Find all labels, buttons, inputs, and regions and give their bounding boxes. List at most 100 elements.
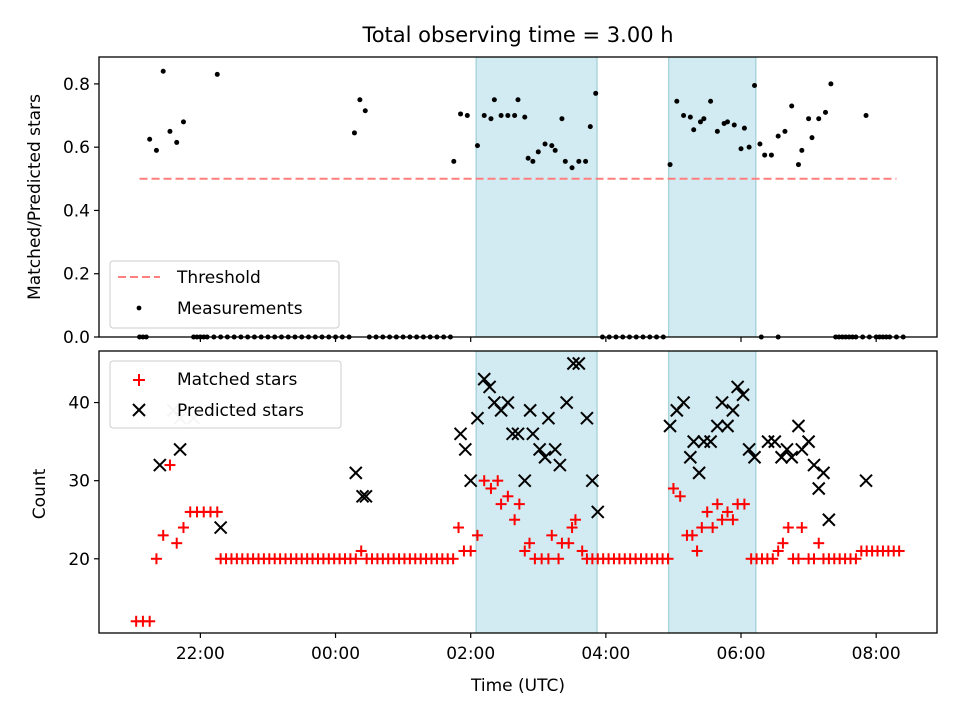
matched-star-point [716, 514, 728, 526]
measurement-point [674, 98, 680, 104]
measurement-point [816, 116, 822, 122]
shaded-span [668, 56, 757, 338]
shaded-span [668, 350, 757, 634]
measurement-point [789, 103, 795, 109]
predicted-star-point [458, 442, 472, 457]
matched-star-point [808, 553, 820, 565]
measurement-point [731, 122, 737, 128]
predicted-star-point [726, 403, 740, 418]
predicted-star-point [477, 372, 491, 386]
measurement-point [667, 162, 673, 168]
predicted-star-point [736, 388, 750, 402]
predicted-star-point [710, 419, 725, 433]
measurement-point [167, 128, 173, 134]
predicted-star-point [761, 434, 775, 449]
matched-star-point [777, 537, 789, 549]
matched-star-point [701, 506, 713, 518]
matched-star-point [566, 522, 578, 534]
measurement-point [569, 165, 575, 171]
measurement-point [530, 158, 536, 164]
measurement-point [512, 113, 518, 119]
measurement-point [505, 113, 511, 119]
matched-star-point [711, 498, 723, 510]
y-tick-label: 30 [68, 472, 90, 492]
matched-star-point [727, 514, 739, 526]
matched-star-point [150, 553, 162, 565]
measurement-point [799, 147, 805, 153]
predicted-star-point [482, 380, 497, 394]
measurement-point [491, 97, 497, 103]
predicted-star-point [553, 458, 567, 472]
predicted-star-point [572, 356, 586, 371]
predicted-star-point [816, 466, 831, 480]
matched-star-point [696, 522, 708, 534]
predicted-star-point [663, 419, 677, 433]
y-tick-label: 0.2 [63, 265, 90, 285]
predicted-star-point [585, 473, 600, 488]
legend-measurements-marker [136, 305, 142, 311]
matched-star-point [509, 514, 521, 526]
matched-star-point [523, 537, 535, 549]
matched-star-point [691, 545, 703, 557]
matched-star-point [502, 490, 514, 502]
predicted-star-point [359, 489, 373, 504]
predicted-star-point [715, 395, 729, 410]
matched-star-point [546, 529, 558, 541]
measurement-point [746, 144, 752, 150]
matched-star-point [662, 553, 674, 565]
measurement-point [701, 116, 707, 122]
predicted-star-point [518, 473, 532, 488]
predicted-star-point [812, 481, 826, 496]
measurement-point [559, 116, 565, 122]
predicted-star-point [692, 466, 706, 480]
predicted-star-point [703, 434, 718, 449]
predicted-star-point [768, 434, 782, 449]
measurement-point [863, 113, 869, 119]
ratio-panel: 0.00.20.40.60.8 Matched/Predicted stars … [25, 56, 938, 348]
matched-star-point [164, 459, 176, 471]
measurement-point [576, 158, 582, 164]
predicted-star-point [566, 356, 581, 371]
predicted-star-point [807, 458, 821, 472]
predicted-star-point [720, 419, 735, 433]
predicted-star-point [523, 403, 537, 418]
measurement-point [708, 98, 714, 104]
predicted-star-point [213, 520, 228, 535]
matched-star-point [722, 506, 733, 518]
measurement-point [795, 162, 801, 168]
predicted-star-point [453, 427, 468, 441]
predicted-star-point [784, 450, 799, 464]
measurement-point [174, 139, 180, 145]
count-panel-xlabel: Time (UTC) [470, 676, 565, 696]
predicted-star-point [559, 395, 574, 410]
measurement-point [762, 152, 768, 158]
matched-star-point [485, 482, 497, 494]
matched-star-point [471, 529, 483, 541]
measurement-point [351, 130, 357, 136]
shaded-span [475, 56, 598, 338]
matched-star-point [513, 498, 525, 510]
measurement-point [782, 128, 788, 134]
measurement-point [583, 158, 589, 164]
count-legend: Matched stars Predicted stars [109, 360, 342, 429]
matched-star-point [171, 537, 183, 549]
measurement-point [593, 90, 599, 96]
measurement-point [488, 116, 494, 122]
predicted-star-point [501, 395, 515, 410]
matched-star-point [850, 553, 862, 565]
matched-star-point [792, 553, 804, 565]
measurement-point [691, 127, 697, 133]
measurement-point [498, 113, 504, 119]
matched-star-point [465, 545, 477, 557]
predicted-star-point [532, 442, 547, 457]
y-tick-label: 20 [68, 550, 90, 570]
predicted-star-point [463, 473, 478, 488]
predicted-star-point [538, 450, 552, 464]
matched-star-point [553, 553, 565, 565]
predicted-star-point [580, 411, 594, 425]
matched-star-point [355, 545, 367, 557]
matched-star-point [157, 529, 169, 541]
measurement-point [687, 114, 693, 120]
predicted-star-point [742, 442, 756, 457]
